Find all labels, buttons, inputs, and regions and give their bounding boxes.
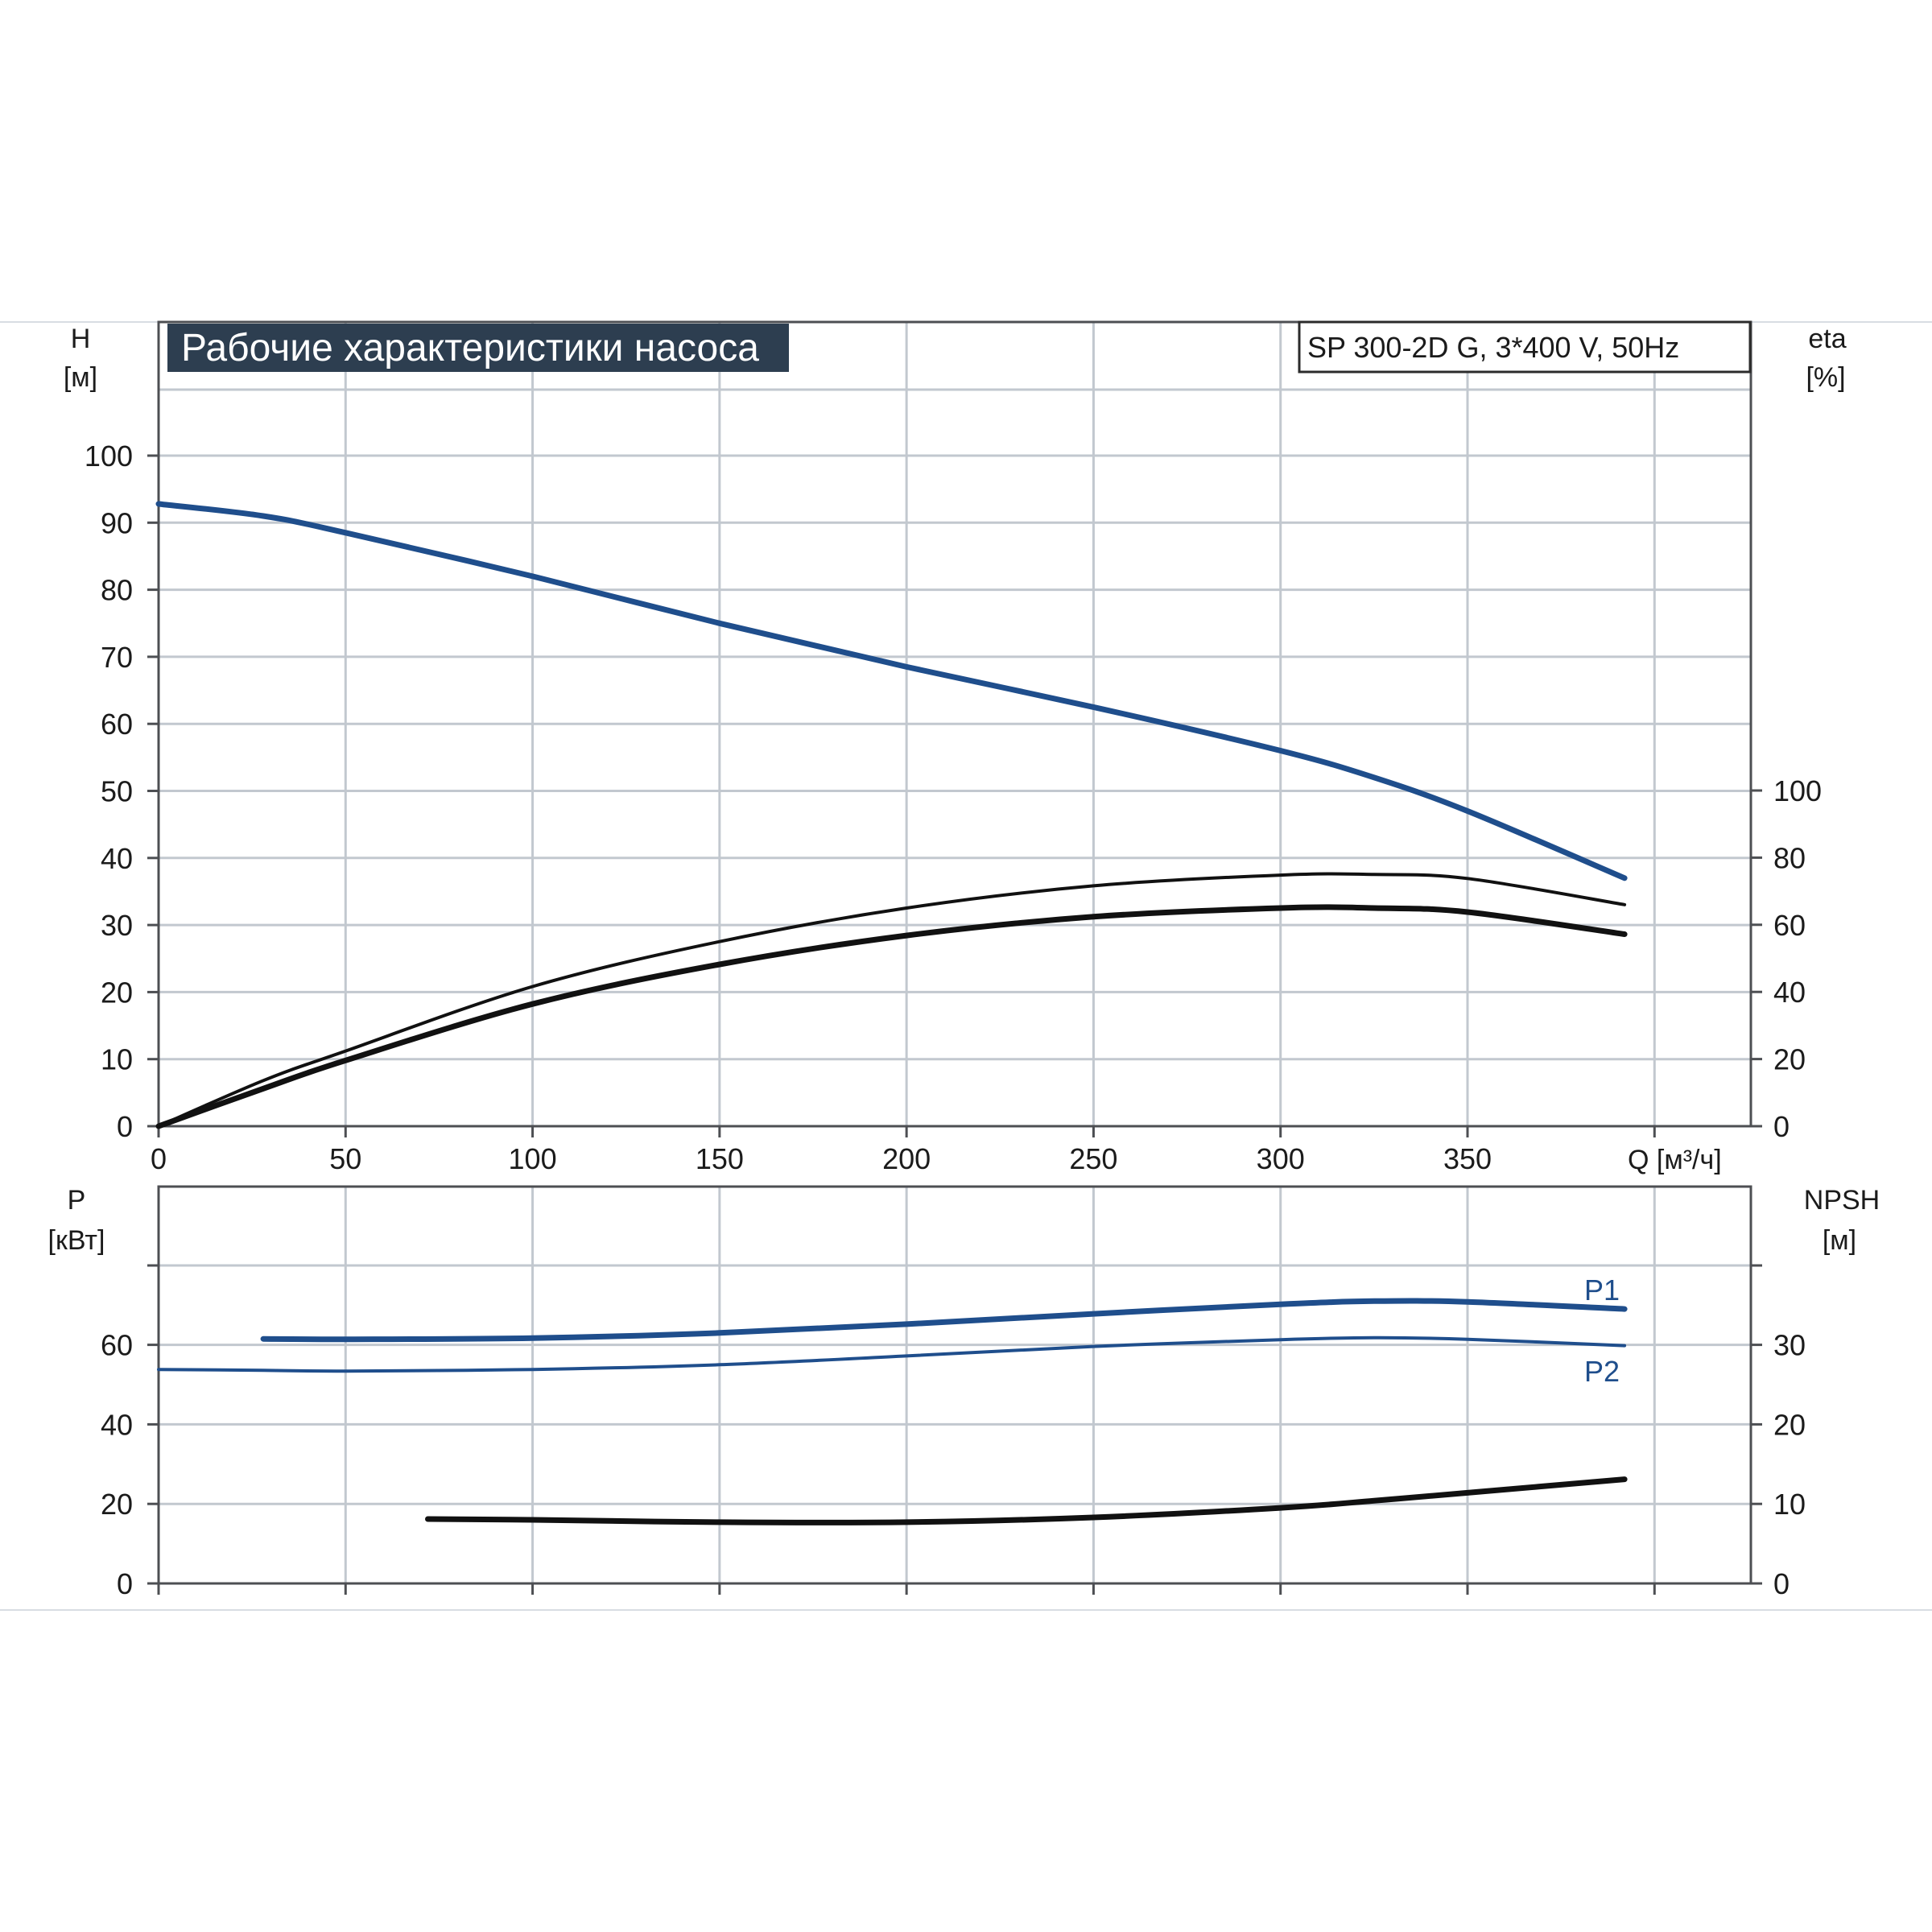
right-tick-label: 30 [1773,1329,1806,1362]
eta-axis-unit: [%] [1806,362,1845,393]
x-tick-label: 350 [1443,1142,1492,1175]
h-axis-label: H [71,324,91,354]
right-tick-label: 10 [1773,1488,1806,1521]
bottom-curve-p1 [260,1298,1628,1343]
bottom-curves [157,1298,1628,1525]
right-tick-label: 20 [1773,1408,1806,1441]
eta-axis-label: eta [1808,324,1846,354]
right-tick-label: 80 [1773,841,1806,874]
title-box [167,324,789,372]
top-curves [155,501,1628,1129]
left-tick-label: 60 [101,1329,133,1362]
left-tick-label: 0 [117,1567,133,1600]
right-tick-label: 0 [1773,1567,1790,1600]
left-tick-label: 30 [101,909,133,942]
pump-model-label: SP 300-2D G, 3*400 V, 50Hz [1307,331,1679,364]
bottom-curve-p2 [157,1335,1627,1373]
x-tick-label: 250 [1069,1142,1117,1175]
left-tick-label: 10 [101,1043,133,1076]
left-tick-label: 80 [101,574,133,607]
left-tick-label: 90 [101,506,133,539]
p2-series-label: P2 [1584,1355,1620,1388]
npsh-axis-unit: [м] [1823,1225,1856,1256]
top-curve-0 [155,501,1628,881]
right-tick-label: 20 [1773,1043,1806,1076]
left-tick-label: 70 [101,641,133,674]
x-tick-label: 300 [1257,1142,1305,1175]
right-tick-label: 100 [1773,774,1822,807]
x-tick-label: 0 [151,1142,167,1175]
p1-series-label: P1 [1584,1274,1620,1307]
left-tick-label: 20 [101,976,133,1009]
left-tick-label: 20 [101,1488,133,1521]
left-tick-label: 40 [101,1408,133,1441]
bottom-plot-frame [157,1185,1752,1585]
p-axis-unit: [кВт] [48,1225,105,1256]
left-tick-label: 40 [101,842,133,875]
right-tick-label: 60 [1773,909,1806,942]
left-tick-label: 50 [101,775,133,808]
h-axis-unit: [м] [64,362,97,393]
right-tick-label: 40 [1773,976,1806,1009]
top-grid [159,322,1751,1126]
top-curve-1 [157,872,1627,1128]
left-tick-label: 0 [117,1110,133,1143]
chart-title: Рабочие характеристики насоса [181,327,759,369]
top-axis-ticks: 0 10 20 30 40 50 60 70 80 90 100 0 20 40 60 80 100 0 50 100… [85,440,1822,1175]
right-tick-label: 0 [1773,1110,1790,1143]
x-tick-label: 150 [696,1142,744,1175]
top-curve-2 [155,904,1628,1129]
p-axis-label: P [68,1185,86,1216]
bottom-curve-2 [425,1476,1628,1525]
q-axis-label: Q [м³/ч] [1628,1145,1722,1175]
npsh-axis-label: NPSH [1804,1185,1880,1216]
x-tick-label: 200 [882,1142,931,1175]
x-tick-label: 100 [509,1142,557,1175]
x-tick-label: 50 [329,1142,361,1175]
left-tick-label: 100 [85,440,133,473]
model-box [1298,320,1752,374]
bottom-axis-ticks: 0 20 40 60 0 10 20 30 [101,1264,1806,1600]
left-tick-label: 60 [101,708,133,741]
